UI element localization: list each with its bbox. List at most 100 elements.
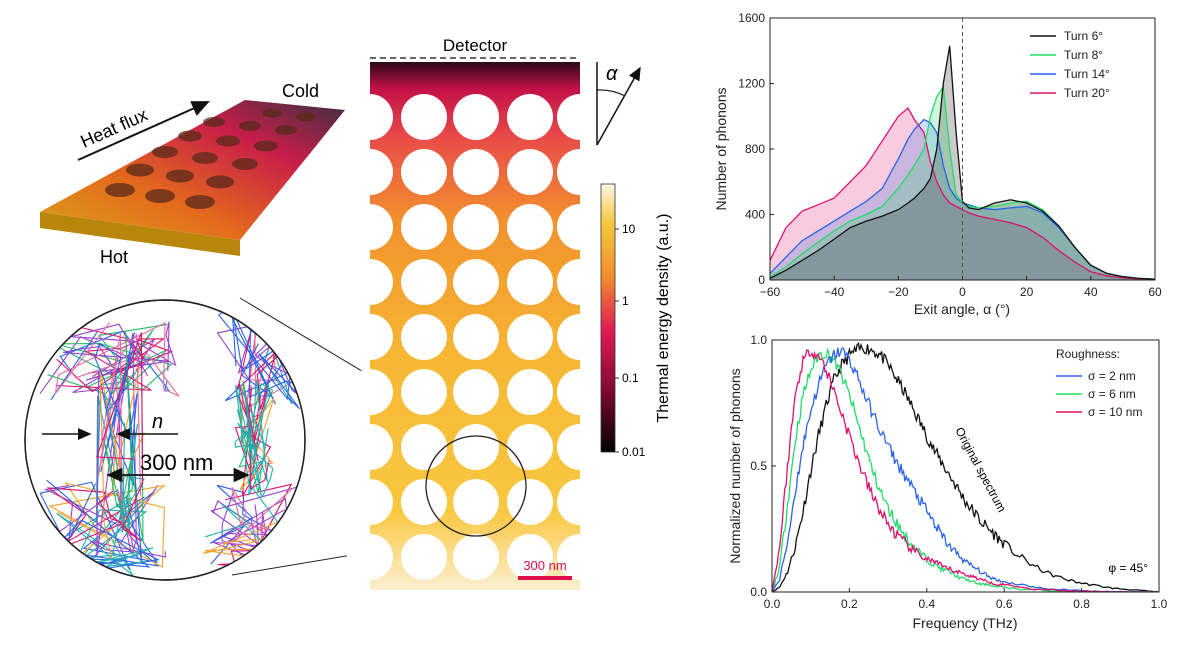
map-hole (507, 149, 553, 195)
map-hole (347, 259, 393, 305)
phonon-trajectory (103, 331, 144, 543)
map-hole (507, 424, 553, 470)
phonon-trajectory (44, 484, 167, 558)
map-hole (453, 259, 499, 305)
map-holes (347, 94, 603, 580)
map-hole (507, 369, 553, 415)
y-tick-label: 0.5 (750, 459, 767, 473)
phonon-trajectory (50, 330, 171, 401)
map-hole (453, 94, 499, 140)
map-hole (453, 314, 499, 360)
map-hole (347, 94, 393, 140)
exit-angle-area (770, 119, 1155, 280)
x-tick-label: 0 (959, 285, 966, 299)
phi-note: φ = 45° (1108, 561, 1148, 575)
colorbar: 10 1 0.1 0.01 Thermal energy density (a.u.) (600, 183, 672, 459)
phonon-trajectories (39, 300, 305, 580)
frequency-axes: 0.0 0.2 0.4 0.6 0.8 1.0 0.0 0.5 1.0 (750, 333, 1167, 611)
y-tick-label: 1600 (738, 11, 765, 25)
map-hole (401, 94, 447, 140)
map-hole (507, 204, 553, 250)
map-hole (507, 314, 553, 360)
neck-label: n (152, 411, 163, 433)
map-hole (507, 94, 553, 140)
map-hole (401, 259, 447, 305)
x-tick-label: 0.4 (918, 597, 935, 611)
exit-angle-area (770, 86, 1155, 280)
map-hole (401, 369, 447, 415)
phonon-trajectory (95, 332, 144, 542)
y-tick-label: 0 (758, 273, 765, 287)
scalebar-label: 300 nm (523, 558, 566, 573)
y-tick-label: 1.0 (750, 333, 767, 347)
x-tick-label: 0.6 (996, 597, 1013, 611)
phonon-trajectory (103, 393, 139, 554)
map-hole (557, 534, 603, 580)
exit-angle-axes: −60 −40 −20 0 20 40 60 0 400 800 1200 1600 (738, 11, 1162, 299)
frequency-series (772, 342, 1159, 592)
map-hole (453, 534, 499, 580)
map-hole (347, 149, 393, 195)
frequency-line (772, 347, 1159, 592)
map-hole (401, 314, 447, 360)
colorbar-tick-label: 10 (622, 222, 636, 236)
hot-label: Hot (100, 247, 128, 267)
legend-label: σ = 10 nm (1088, 405, 1142, 419)
x-tick-label: −40 (824, 285, 845, 299)
legend-label: Turn 14° (1064, 67, 1110, 81)
exit-angle-line (770, 45, 1155, 280)
map-hole (453, 204, 499, 250)
frequency-line (772, 342, 1159, 592)
colorbar-tick-label: 0.01 (622, 445, 646, 459)
legend-label: σ = 2 nm (1088, 369, 1136, 383)
map-hole (557, 479, 603, 525)
legend-label: Turn 20° (1064, 86, 1110, 100)
exit-angle-line (770, 107, 1155, 280)
map-hole (347, 369, 393, 415)
y-tick-label: 1200 (738, 77, 765, 91)
map-hole (507, 259, 553, 305)
map-hole (401, 149, 447, 195)
map-hole (453, 424, 499, 470)
colorbar-tick-label: 1 (622, 294, 629, 308)
y-tick-label: 400 (745, 208, 765, 222)
legend-label: σ = 6 nm (1088, 387, 1136, 401)
map-hole (557, 314, 603, 360)
map-hole (557, 204, 603, 250)
colorbar-label: Thermal energy density (a.u.) (655, 214, 672, 423)
map-hole (557, 94, 603, 140)
x-tick-label: −60 (760, 285, 781, 299)
map-hole (557, 369, 603, 415)
phonon-trajectory (71, 321, 177, 377)
x-tick-label: 20 (1020, 285, 1034, 299)
colorbar-ticks: 10 1 0.1 0.01 (615, 222, 646, 459)
membrane-illustration: Heat flux Cold Hot (40, 81, 345, 267)
colorbar-tick-label: 0.1 (622, 371, 639, 385)
map-hole (347, 479, 393, 525)
zoom-inset: n 300 nm (24, 297, 473, 581)
map-hole (347, 534, 393, 580)
phonon-trajectory (235, 381, 270, 498)
exit-angle-xlabel: Exit angle, α (°) (914, 301, 1010, 317)
detector-label: Detector (443, 36, 508, 55)
frequency-line (772, 346, 1159, 592)
phonon-trajectory (234, 382, 267, 448)
frequency-ylabel: Normalized number of phonons (727, 368, 743, 563)
map-hole (557, 259, 603, 305)
exit-angle-area (770, 108, 1155, 280)
energy-map: Detector α 300 nm (347, 36, 641, 590)
phonon-trajectory (231, 487, 293, 570)
exit-angle-series (770, 45, 1155, 280)
zoom-target-circle (425, 435, 527, 537)
original-spectrum-annotation: Original spectrum (952, 425, 1009, 515)
phonon-trajectory (216, 306, 305, 401)
legend-title: Roughness: (1056, 347, 1120, 361)
map-hole (453, 149, 499, 195)
map-hole (347, 314, 393, 360)
x-tick-label: −20 (888, 285, 909, 299)
y-tick-label: 800 (745, 142, 765, 156)
colorbar-gradient (600, 183, 616, 453)
map-hole (347, 424, 393, 470)
exit-angle-legend: Turn 6° Turn 8° Turn 14° Turn 20° (1030, 29, 1110, 100)
